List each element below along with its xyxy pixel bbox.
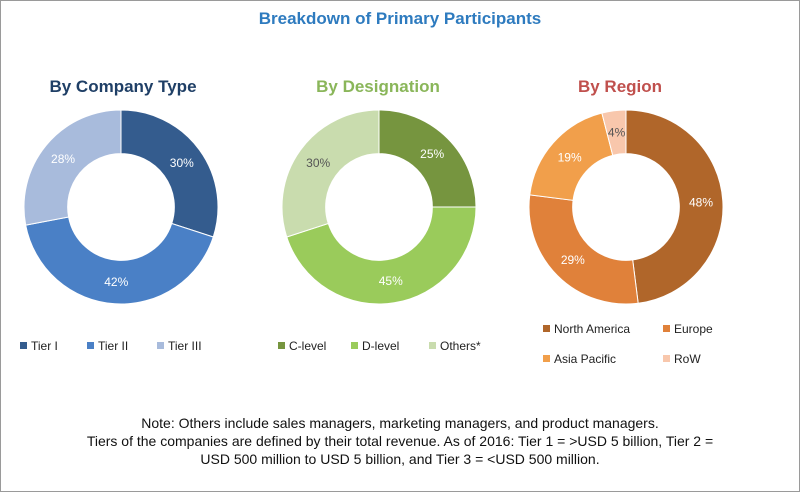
legend-label: Tier II [98,339,129,353]
legend-item-others: Others* [429,339,481,353]
legend-swatch [429,342,436,350]
legend-label: Tier III [168,339,202,353]
legend-item-europe: Europe [663,322,713,336]
legend-label: D-level [362,339,400,353]
donut-label-tier-iii: 28% [51,152,75,166]
region-title: By Region [577,77,663,96]
legend-item-tier-3: Tier III [157,339,202,353]
donut-label-europe: 29% [561,253,585,267]
footnotes: Note: Others include sales managers, mar… [0,414,800,468]
legend-label: Tier I [31,339,58,353]
legend-swatch [663,325,670,333]
legend-swatch [663,355,670,363]
legend-swatch [543,325,550,333]
donut-slice-north-america [625,109,724,304]
donut-label-tier-i: 30% [170,156,194,170]
legend-item-tier-2: Tier II [87,339,128,353]
donut-label-row: 4% [608,125,626,139]
donut-slice-tier-iii [23,109,122,226]
donut-label-c-level: 25% [420,147,444,161]
donut-slice-c-level [378,109,477,208]
donut-label-tier-ii: 42% [104,275,128,289]
legend-label: C-level [289,339,327,353]
legend-swatch [157,342,164,350]
legend-label: RoW [674,352,701,366]
legend-label: Others* [440,339,481,353]
designation-donut: 25% 45% 30% [281,109,477,305]
region-donut: 48% 29% 19% 4% [528,109,724,305]
legend-item-asia-pacific: Asia Pacific [543,352,616,366]
legend-swatch [543,355,550,363]
legend-swatch [87,342,94,350]
note-tiers-1: Tiers of the companies are defined by th… [86,433,714,449]
legend-label: Asia Pacific [554,352,617,366]
legend-item-north-america: North America [543,322,630,336]
legend-item-row: RoW [663,352,701,366]
legend-label: North America [554,322,631,336]
main-title: Breakdown of Primary Participants [258,9,542,28]
company-type-donut: 30% 42% 28% [23,109,219,305]
donut-slice-row [601,109,627,156]
donut-label-north-america: 48% [689,195,713,209]
legend-item-c-level: C-level [278,339,326,353]
donut-slice-others- [281,109,380,238]
legend-label: Europe [674,322,713,336]
donut-slice-tier-ii [25,216,214,305]
legend-swatch [278,342,285,350]
company-type-title: By Company Type [49,77,197,96]
legend-item-d-level: D-level [351,339,399,353]
note-others: Note: Others include sales managers, mar… [141,415,659,431]
note-tiers-2: USD 500 million to USD 5 billion, and Ti… [200,451,600,467]
legend-swatch [20,342,27,350]
donut-slice-d-level [286,206,477,305]
legend-swatch [351,342,358,350]
donut-label-asia-pacific: 19% [558,150,582,164]
legend-item-tier-1: Tier I [20,339,58,353]
donut-label-d-level: 45% [379,274,403,288]
donut-slice-europe [528,194,639,305]
donut-label-others-: 30% [306,156,330,170]
designation-title: By Designation [316,77,440,96]
donut-slice-tier-i [120,109,219,238]
